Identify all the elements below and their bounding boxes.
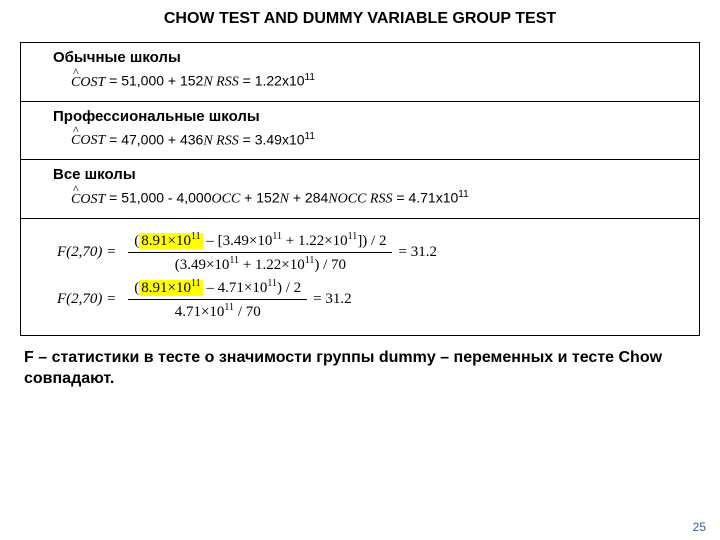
section-header: Обычные школы xyxy=(53,49,689,66)
section-all-schools: Все школы COST = 51,000 - 4,000OCC + 152… xyxy=(21,160,699,219)
cost-hat: COST xyxy=(71,133,105,149)
equation-line: COST = 51,000 + 152N RSS = 1.22x1011 xyxy=(71,72,689,91)
section-occupational-schools: Профессиональные школы COST = 47,000 + 4… xyxy=(21,102,699,161)
equation-line: COST = 51,000 - 4,000OCC + 152N + 284NOC… xyxy=(71,189,689,208)
footer-text: F – статистики в тесте о значимости груп… xyxy=(24,348,696,390)
section-header: Профессиональные школы xyxy=(53,108,689,125)
section-header: Все школы xyxy=(53,166,689,183)
page-number: 25 xyxy=(693,520,706,534)
fraction: (8.91×1011 – 4.71×1011) / 2 4.71×1011 / … xyxy=(128,278,307,321)
section-regular-schools: Обычные школы COST = 51,000 + 152N RSS =… xyxy=(21,43,699,102)
fraction: (8.91×1011 – [3.49×1011 + 1.22×1011]) / … xyxy=(128,231,392,274)
cost-hat: COST xyxy=(71,75,105,91)
content-table: Обычные школы COST = 51,000 + 152N RSS =… xyxy=(20,42,700,336)
cost-hat: COST xyxy=(71,192,105,208)
equation-line: COST = 47,000 + 436N RSS = 3.49x1011 xyxy=(71,131,689,150)
f-formula-2: F(2,70) = (8.91×1011 – 4.71×1011) / 2 4.… xyxy=(57,278,689,321)
slide-title: CHOW TEST AND DUMMY VARIABLE GROUP TEST xyxy=(0,0,720,28)
f-formula-1: F(2,70) = (8.91×1011 – [3.49×1011 + 1.22… xyxy=(57,231,689,274)
f-statistics-block: F(2,70) = (8.91×1011 – [3.49×1011 + 1.22… xyxy=(21,219,699,335)
